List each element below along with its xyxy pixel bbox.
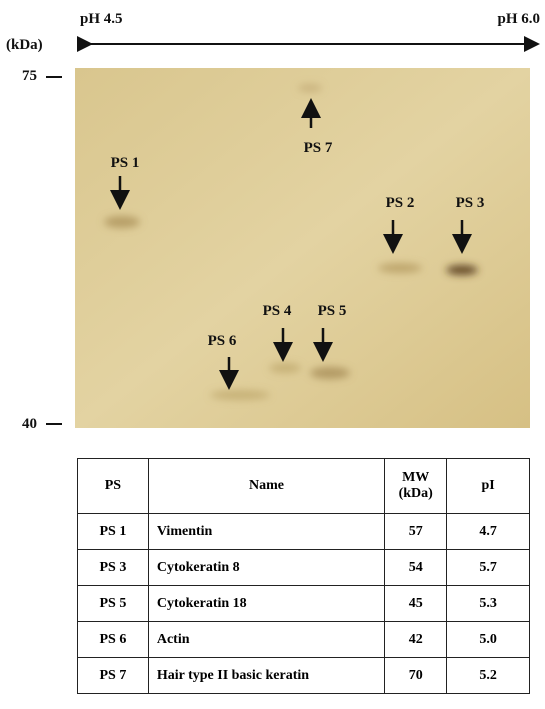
spot-label: PS 1	[111, 155, 140, 171]
table-cell: Cytokeratin 18	[148, 586, 384, 622]
spot-label: PS 6	[208, 333, 237, 349]
table-cell: 4.7	[447, 514, 530, 550]
column-header: MW (kDa)	[385, 459, 447, 514]
column-header: Name	[148, 459, 384, 514]
table-cell: 70	[385, 658, 447, 694]
figure: pH 4.5 pH 6.0 (kDa) 75 40 PS 1 PS 2 PS 3…	[0, 0, 545, 709]
table-cell: Vimentin	[148, 514, 384, 550]
column-header: pI	[447, 459, 530, 514]
column-header: PS	[78, 459, 149, 514]
table-cell: 5.2	[447, 658, 530, 694]
table-cell: 57	[385, 514, 447, 550]
mw-unit: (kDa)	[6, 37, 43, 53]
table-cell: 5.3	[447, 586, 530, 622]
table-cell: PS 3	[78, 550, 149, 586]
spot-label: PS 2	[386, 195, 415, 211]
spot-label: PS 3	[456, 195, 485, 211]
table-cell: 5.0	[447, 622, 530, 658]
gel-panel: pH 4.5 pH 6.0 (kDa) 75 40 PS 1 PS 2 PS 3…	[0, 0, 545, 458]
gel-image	[75, 68, 530, 428]
table-cell: 45	[385, 586, 447, 622]
table-cell: Actin	[148, 622, 384, 658]
table-cell: Hair type II basic keratin	[148, 658, 384, 694]
table-cell: PS 6	[78, 622, 149, 658]
ph-right: pH 6.0	[497, 11, 540, 27]
table-cell: 5.7	[447, 550, 530, 586]
table-cell: 54	[385, 550, 447, 586]
mw-marker: 75	[22, 68, 37, 84]
table-cell: PS 7	[78, 658, 149, 694]
spot-label: PS 4	[263, 303, 292, 319]
table-cell: PS 1	[78, 514, 149, 550]
spot-label: PS 5	[318, 303, 347, 319]
table-cell: Cytokeratin 8	[148, 550, 384, 586]
table-cell: PS 5	[78, 586, 149, 622]
spot-label: PS 7	[304, 140, 333, 156]
table-cell: 42	[385, 622, 447, 658]
mw-marker: 40	[22, 416, 37, 432]
ph-left: pH 4.5	[80, 11, 123, 27]
